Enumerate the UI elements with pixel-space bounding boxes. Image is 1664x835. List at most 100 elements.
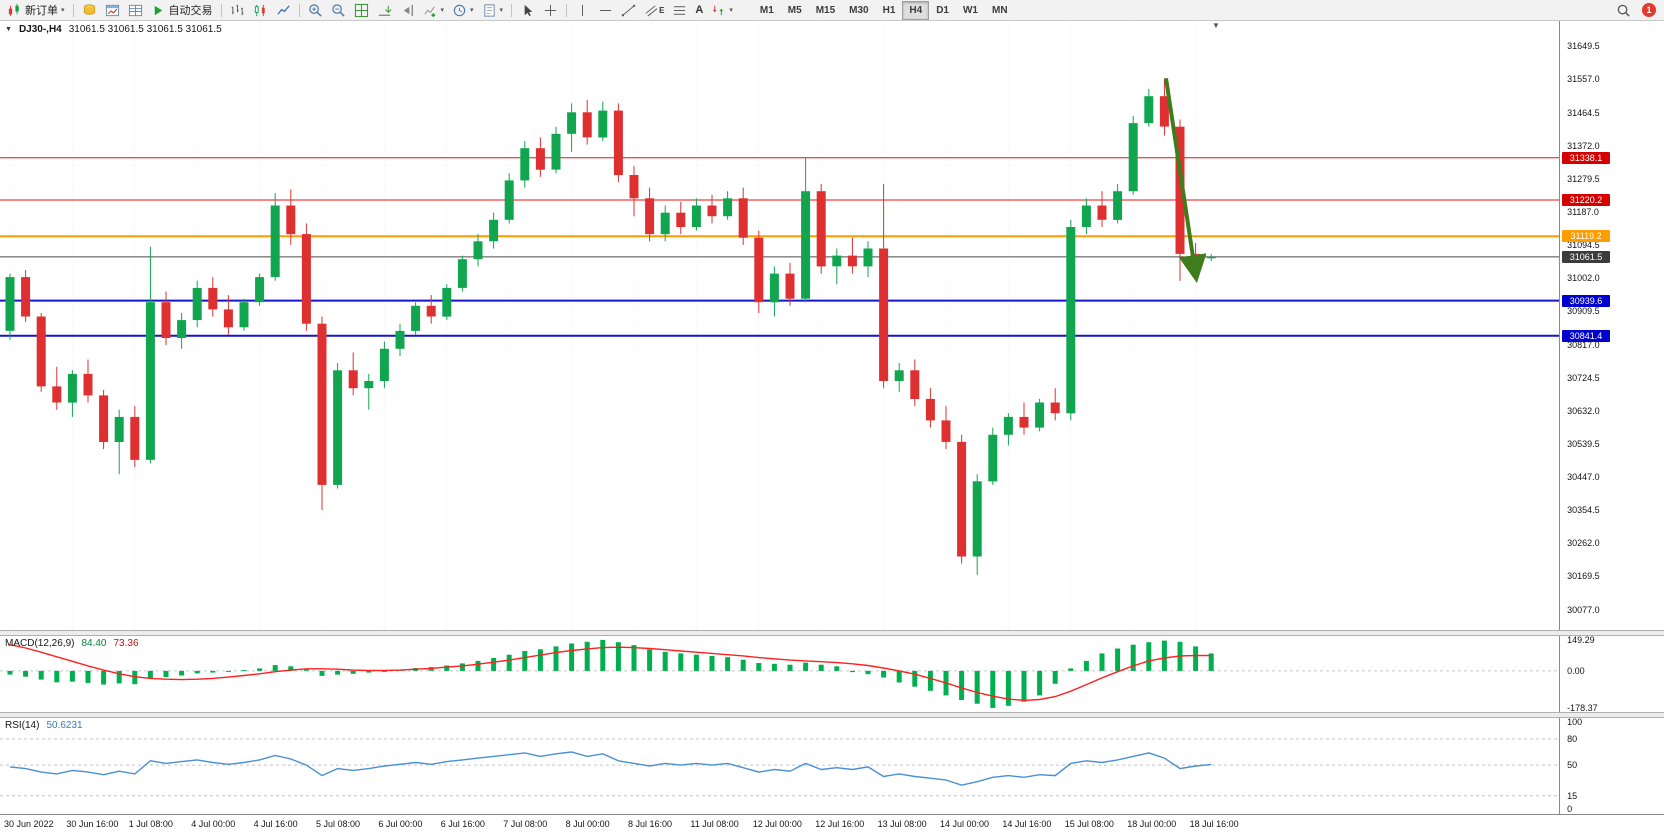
price-axis-label: 31557.0 <box>1567 74 1600 85</box>
templates-button[interactable]: ▾ <box>478 0 508 20</box>
main-chart-canvas[interactable] <box>0 21 1560 630</box>
data-window-button[interactable] <box>124 0 147 20</box>
timeframe-button-m5[interactable]: M5 <box>787 4 802 16</box>
arrows-tool-button[interactable]: ▾ <box>707 0 737 20</box>
tile-windows-button[interactable] <box>350 0 373 20</box>
price-axis-label: 31187.0 <box>1567 206 1599 217</box>
macd-value: 84.40 <box>81 638 107 649</box>
candle <box>520 148 530 181</box>
macd-bar <box>257 668 263 671</box>
vline-tool-button[interactable] <box>571 0 594 20</box>
candle <box>801 191 811 299</box>
zoom-in-button[interactable] <box>304 0 327 20</box>
panel-splitter[interactable] <box>0 630 1664 636</box>
rsi-axis[interactable]: 100 80 50 15 0 <box>1559 716 1664 814</box>
arrow-annotation[interactable] <box>1164 78 1207 284</box>
macd-canvas[interactable] <box>0 636 1560 712</box>
macd-bar <box>678 653 684 671</box>
candle <box>177 320 187 338</box>
candle <box>1144 96 1154 124</box>
bars-chart-button[interactable] <box>226 0 249 20</box>
macd-bar <box>38 670 44 680</box>
auto-scroll-button[interactable] <box>373 0 396 20</box>
text-tool-button[interactable]: A <box>691 0 707 20</box>
macd-bar <box>522 651 528 671</box>
macd-bar <box>335 670 341 675</box>
macd-bar <box>647 649 653 671</box>
indicators-button[interactable]: ▾ <box>419 0 449 20</box>
candle <box>738 198 748 238</box>
new-order-button[interactable]: 新订单 ▾ <box>3 0 69 20</box>
candle <box>1003 416 1013 435</box>
main-plot[interactable]: ▼ DJ30-,H4 31061.5 31061.5 31061.5 31061… <box>0 21 1560 630</box>
time-axis-label: 6 Jul 00:00 <box>378 819 423 829</box>
timeframe-button-m15[interactable]: M15 <box>815 4 836 16</box>
chart-window-button[interactable] <box>101 0 124 20</box>
macd-bar <box>912 670 918 687</box>
chart-shift-marker-icon[interactable]: ▼ <box>1212 21 1220 30</box>
macd-bar <box>194 670 200 674</box>
rsi-plot[interactable]: RSI(14) 50.6231 <box>0 718 1560 814</box>
trendline-icon <box>621 4 636 16</box>
candle <box>1019 416 1029 428</box>
price-axis-label: 30447.0 <box>1567 472 1600 482</box>
price-axis[interactable]: 31649.5 31557.0 31464.5 31372.0 31279.5 31187… <box>1559 21 1664 630</box>
candle <box>785 273 795 299</box>
candles-chart-button[interactable] <box>249 0 272 20</box>
macd-bar <box>990 670 996 708</box>
cursor-tool-button[interactable] <box>516 0 539 20</box>
trendline-tool-button[interactable] <box>617 0 640 20</box>
panel-splitter[interactable] <box>0 712 1664 718</box>
chart-shift-button[interactable] <box>396 0 419 20</box>
periods-button[interactable]: ▾ <box>448 0 478 20</box>
macd-plot[interactable]: MACD(12,26,9) 84.40 73.36 <box>0 636 1560 712</box>
timeframe-button-m1[interactable]: M1 <box>759 4 774 16</box>
price-axis-badge: 31119.2 <box>1562 230 1611 243</box>
rsi-canvas[interactable] <box>0 718 1560 814</box>
macd-bar <box>7 670 13 675</box>
notification-badge[interactable]: 1 <box>1642 3 1656 17</box>
macd-bar <box>803 662 809 671</box>
time-axis[interactable]: 30 Jun 2022 30 Jun 16:00 1 Jul 08:00 4 Jul … <box>0 814 1664 835</box>
timeframe-button-w1[interactable]: W1 <box>962 4 978 16</box>
collapse-icon[interactable]: ▼ <box>5 26 12 33</box>
zoom-out-button[interactable] <box>327 0 350 20</box>
rsi-axis-label: 100 <box>1567 716 1583 727</box>
macd-bar <box>662 651 668 671</box>
template-icon <box>483 3 495 17</box>
candle <box>676 212 686 227</box>
channel-tool-button[interactable]: E <box>640 0 668 20</box>
time-axis-label: 13 Jul 08:00 <box>877 819 927 829</box>
macd-signal-line <box>9 644 1212 702</box>
chevron-down-icon: ▾ <box>61 6 65 14</box>
timeframe-button-d1[interactable]: D1 <box>936 4 949 16</box>
search-icon <box>1617 4 1630 17</box>
macd-bar <box>1099 653 1105 671</box>
time-axis-label: 5 Jul 08:00 <box>316 819 361 829</box>
timeframe-button-mn[interactable]: MN <box>991 4 1008 16</box>
macd-bar <box>319 670 325 676</box>
crosshair-tool-button[interactable] <box>539 0 562 20</box>
chart-window-icon <box>105 4 119 16</box>
market-watch-button[interactable] <box>78 0 101 20</box>
candle <box>1128 123 1138 192</box>
rsi-name: RSI(14) <box>5 720 40 731</box>
timeframe-button-h4[interactable]: H4 <box>902 0 930 20</box>
hline-tool-button[interactable] <box>594 0 617 20</box>
search-button[interactable] <box>1612 0 1635 20</box>
line-chart-button[interactable] <box>272 0 295 20</box>
macd-bar <box>444 665 450 671</box>
timeframe-button-h1[interactable]: H1 <box>882 4 896 16</box>
macd-bar <box>506 654 512 671</box>
macd-bar <box>23 670 29 677</box>
macd-axis[interactable]: 149.29 0.00 -178.37 <box>1559 635 1664 713</box>
timeframe-button-m30[interactable]: M30 <box>849 4 869 16</box>
level-lines-layer[interactable] <box>0 157 1560 337</box>
text-tool-icon: A <box>695 4 704 16</box>
autotrading-button[interactable]: 自动交易 <box>147 0 217 20</box>
rsi-axis-label: 80 <box>1567 733 1578 744</box>
candle <box>1159 96 1169 127</box>
fibonacci-tool-button[interactable] <box>668 0 691 20</box>
candle <box>52 386 62 403</box>
time-axis-label: 18 Jul 16:00 <box>1189 819 1239 829</box>
